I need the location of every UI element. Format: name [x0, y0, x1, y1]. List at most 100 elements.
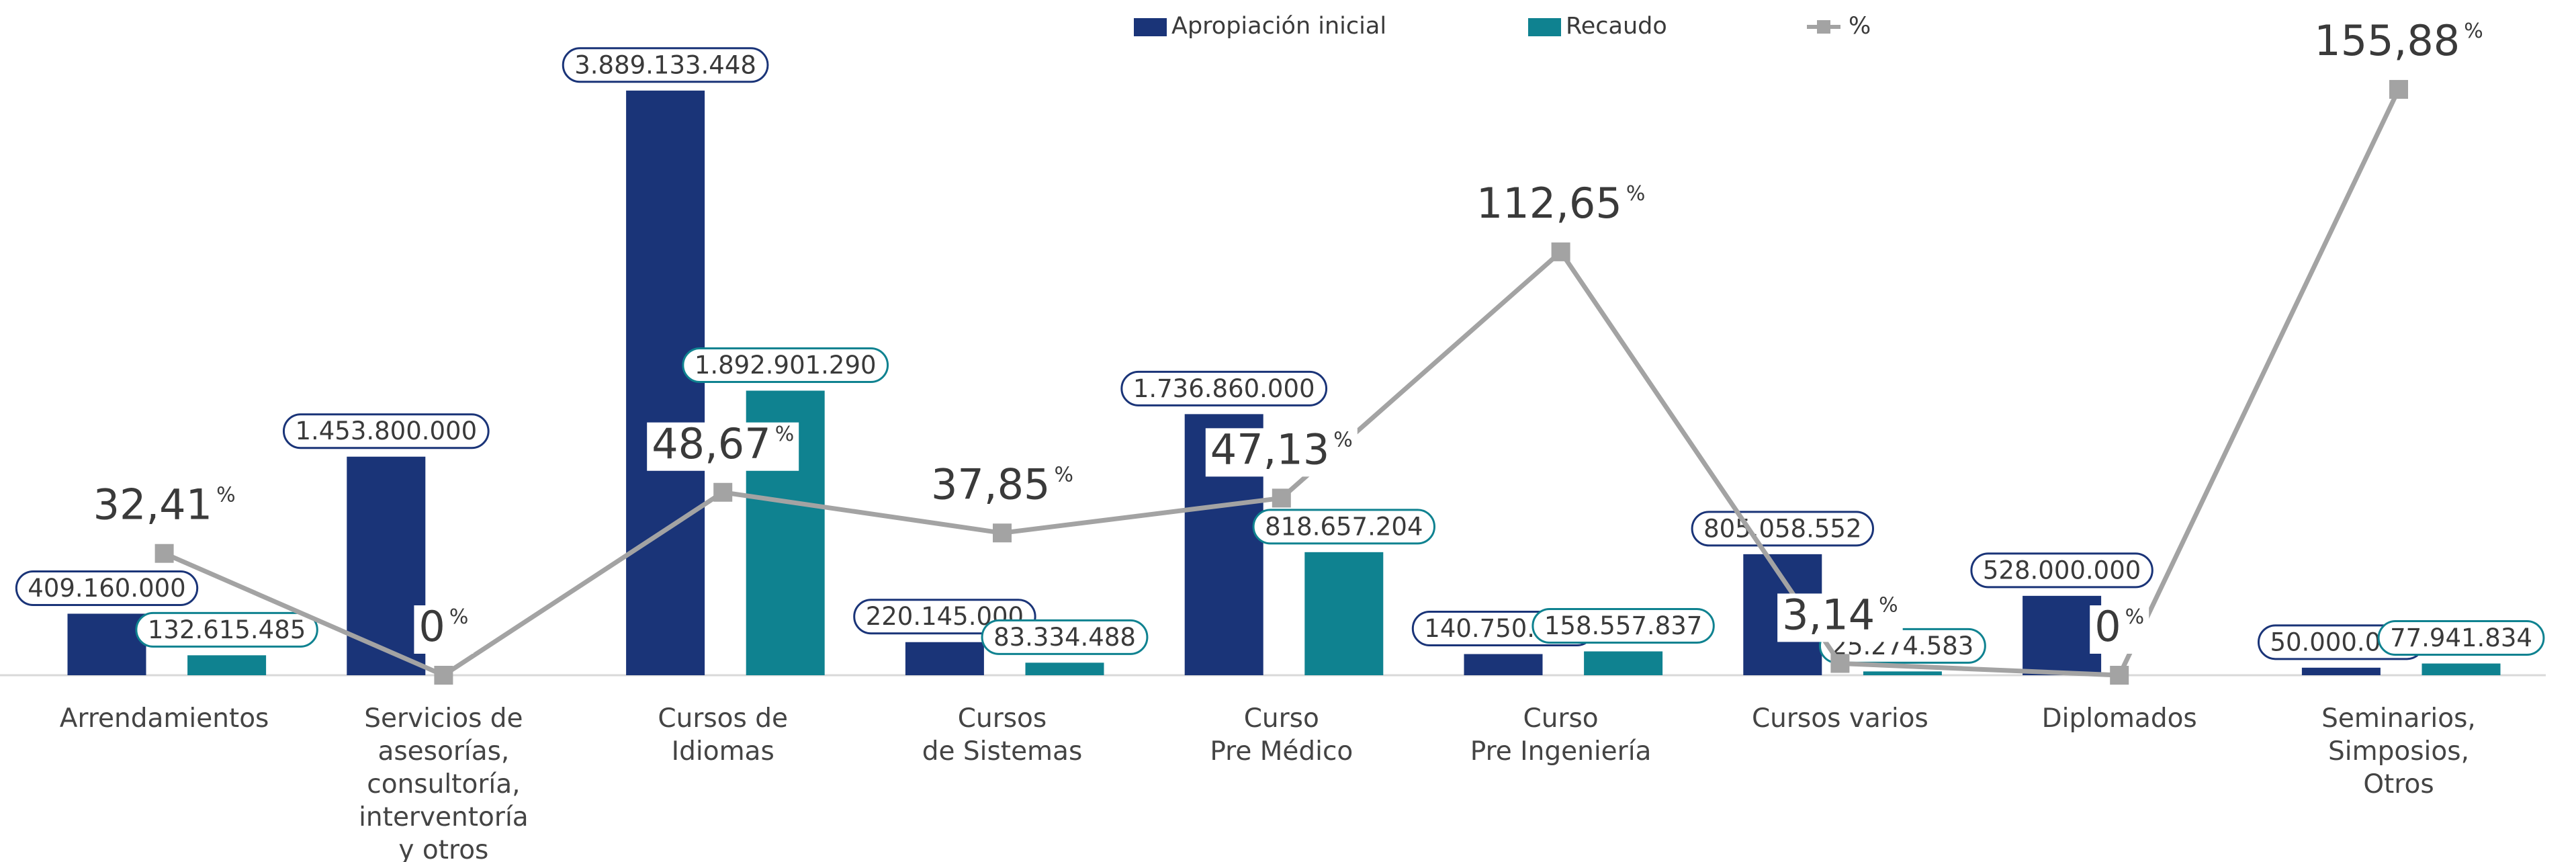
legend-swatch [1134, 18, 1167, 36]
data-label: 528.000.000 [1970, 552, 2153, 589]
data-label: 409.160.000 [15, 570, 199, 606]
bar [2422, 663, 2501, 675]
label-box [135, 611, 318, 648]
label-box [1531, 608, 1715, 644]
data-label-text: 0% [418, 602, 468, 651]
data-label-text: 112,65% [1476, 179, 1645, 228]
data-label-text: 155,88% [2314, 16, 2483, 65]
bar [187, 655, 267, 675]
data-label-text: 1.892.901.290 [695, 351, 877, 380]
legend-label: % [1849, 13, 1871, 40]
x-tick-label: Arrendamientos [60, 703, 269, 734]
marker [434, 666, 453, 685]
data-label-text: 83.334.488 [993, 623, 1136, 652]
data-label: 47,13% [1205, 425, 1358, 477]
data-label-text: 48,67% [652, 419, 794, 468]
label-box [15, 570, 199, 606]
legend-marker [1817, 20, 1830, 34]
data-label-text: 3.889.133.448 [574, 50, 756, 79]
data-label-text: 3,14% [1782, 591, 1898, 640]
marker [154, 544, 174, 563]
data-label: 155,88% [2309, 16, 2488, 69]
marker [1551, 242, 1570, 261]
data-label: 3.889.133.448 [562, 47, 769, 83]
x-tick-label: Cursos varios [1752, 703, 1928, 734]
label-bg [2090, 605, 2149, 654]
bar [2301, 667, 2381, 675]
bar [347, 456, 426, 675]
label-bg [414, 605, 474, 654]
marker [713, 482, 733, 502]
bar [1863, 671, 1942, 675]
data-label-text: 0% [2094, 602, 2144, 651]
data-label: 37,85% [926, 460, 1079, 512]
data-label: 83.334.488 [981, 619, 1149, 655]
label-box [981, 619, 1149, 655]
data-label: 112,65% [1471, 179, 1650, 230]
label-box [282, 413, 490, 449]
x-tick-label: Cursos de Sistemas [922, 703, 1083, 767]
marker [993, 523, 1012, 543]
data-label-text: 158.557.837 [1544, 611, 1702, 640]
label-box [1120, 370, 1328, 406]
legend-label: Apropiación inicial [1171, 13, 1386, 40]
data-label-text: 1.453.800.000 [295, 417, 477, 445]
label-bg [1205, 428, 1358, 477]
bar [626, 90, 705, 675]
data-label-text: 77.941.834 [2390, 623, 2532, 652]
data-label-text: 37,85% [931, 460, 1073, 509]
data-label: 77.941.834 [2377, 620, 2545, 656]
bar [1025, 662, 1104, 675]
x-tick-label: Cursos de Idiomas [658, 703, 788, 767]
data-label-text: 409.160.000 [28, 574, 185, 603]
data-label-text: 132.615.485 [148, 615, 306, 644]
data-label: 818.657.204 [1252, 509, 1435, 545]
data-label: 1.453.800.000 [282, 413, 490, 449]
marker [2110, 666, 2129, 685]
data-label: 0% [414, 602, 474, 654]
bar [1464, 654, 1543, 675]
label-bg [1471, 181, 1650, 230]
data-label: 0% [2090, 602, 2149, 654]
label-box [562, 47, 769, 83]
label-box [1252, 509, 1435, 545]
marker [1272, 488, 1291, 508]
data-label-text: 32,41% [93, 480, 236, 529]
data-label: 132.615.485 [135, 611, 318, 648]
data-label: 158.557.837 [1531, 608, 1715, 644]
label-bg [647, 422, 799, 471]
legend-swatch [1528, 18, 1561, 36]
x-tick-label: Diplomados [2042, 703, 2197, 734]
bar [905, 642, 984, 675]
data-label-text: 47,13% [1210, 425, 1353, 474]
x-tick-label: Curso Pre Médico [1210, 703, 1353, 767]
label-box [1691, 511, 1874, 547]
legend-label: Recaudo [1566, 13, 1667, 40]
data-label-text: 528.000.000 [1983, 556, 2141, 585]
label-bg [1777, 593, 1903, 642]
data-label: 1.736.860.000 [1120, 370, 1328, 406]
label-bg [88, 483, 240, 532]
data-label: 3,14% [1777, 591, 1903, 642]
data-label: 32,41% [88, 480, 240, 532]
label-box [2377, 620, 2545, 656]
marker [1830, 654, 1850, 673]
data-label: 48,67% [647, 419, 799, 471]
data-label-text: 1.736.860.000 [1133, 374, 1315, 403]
label-bg [2309, 19, 2488, 69]
bar [1584, 651, 1663, 675]
bar [67, 613, 146, 675]
data-label-text: 818.657.204 [1265, 512, 1423, 541]
x-tick-label: Seminarios, Simposios, Otros [2321, 703, 2476, 800]
data-label-text: 805.058.552 [1703, 514, 1861, 543]
data-label: 805.058.552 [1691, 511, 1874, 547]
data-label: 1.892.901.290 [682, 347, 889, 383]
x-tick-label: Curso Pre Ingeniería [1470, 703, 1652, 767]
marker [2389, 80, 2408, 99]
bar [1304, 552, 1384, 675]
x-tick-label: Servicios de asesorías, consultoría, interv… [359, 703, 529, 862]
bar [2023, 595, 2102, 675]
label-box [1970, 552, 2153, 589]
